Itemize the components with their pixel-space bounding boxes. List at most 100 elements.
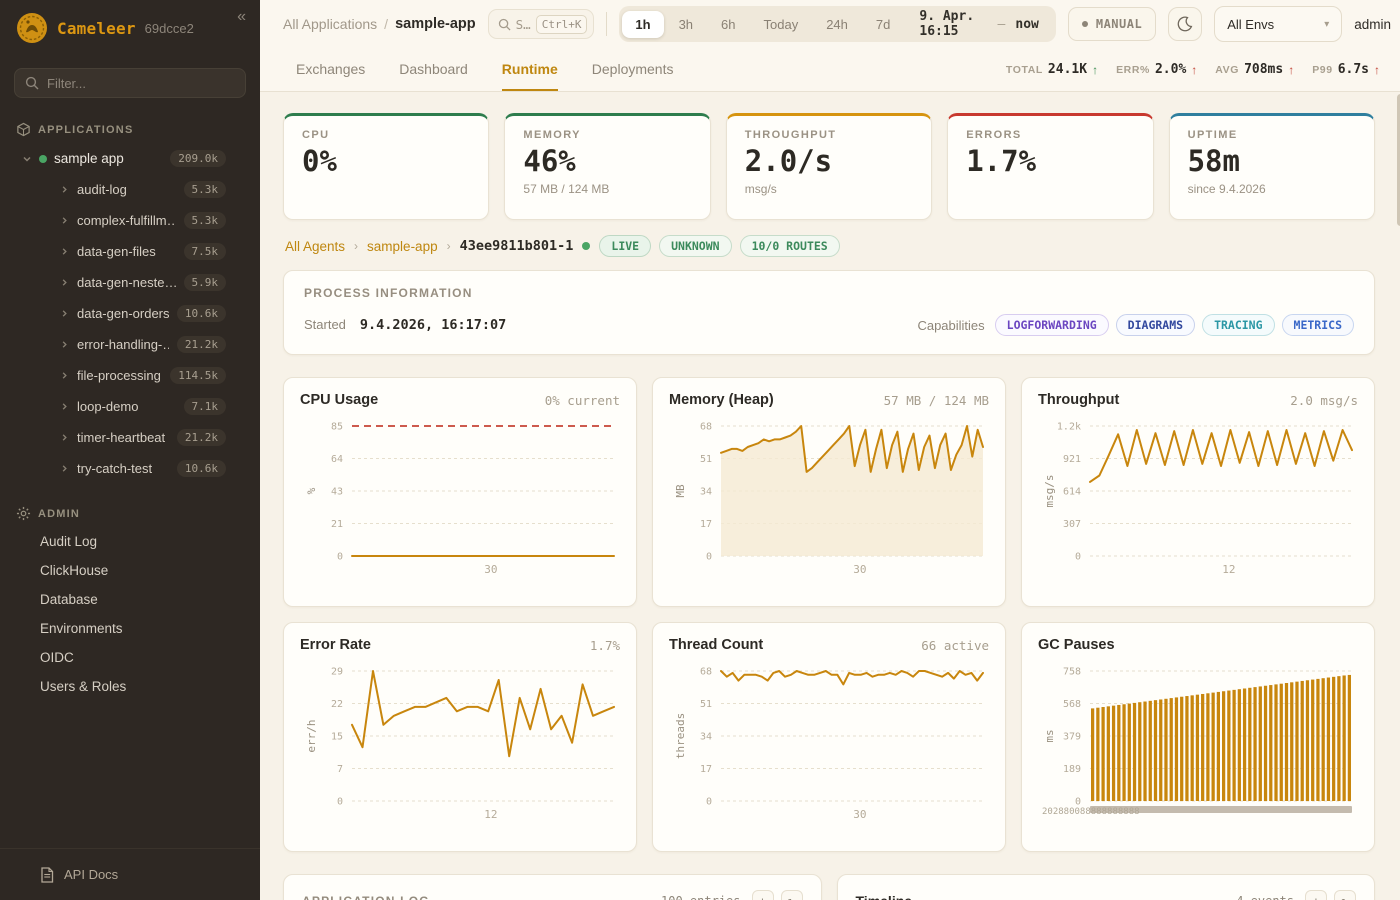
chart-title: CPU Usage	[300, 392, 379, 408]
sidebar-item-clickhouse[interactable]: ClickHouse	[40, 563, 109, 578]
sidebar-item-data-gen-files[interactable]: data-gen-files 7.5k	[0, 236, 260, 267]
refresh-icon[interactable]: ↻	[780, 890, 803, 900]
download-icon[interactable]: ↓	[751, 890, 774, 900]
sidebar-item-environments[interactable]: Environments	[40, 621, 123, 636]
time-range-24h[interactable]: 24h	[813, 11, 861, 38]
chart-card-memory-heap: Memory (Heap) 57 MB / 124 MB 68 51 34 17 0 MB 30	[652, 377, 1006, 607]
svg-text:%: %	[305, 487, 318, 494]
metric-label: MEMORY	[523, 129, 581, 141]
svg-text:758: 758	[1063, 667, 1081, 678]
chevron-right-icon	[60, 464, 69, 473]
stat-total: TOTAL 24.1K ↑	[1006, 62, 1098, 77]
chart-title: Error Rate	[300, 637, 371, 653]
tab-exchanges[interactable]: Exchanges	[296, 60, 366, 77]
log-entries-count: 100 entries	[661, 894, 740, 900]
time-range-today[interactable]: Today	[751, 11, 812, 38]
theme-toggle-button[interactable]	[1168, 7, 1203, 41]
svg-text:29: 29	[331, 667, 343, 678]
chevron-right-icon: ›	[354, 239, 359, 253]
count-badge: 5.3k	[183, 181, 226, 198]
sidebar-item-timer-heartbeat[interactable]: timer-heartbeat 21.2k	[0, 422, 260, 453]
sidebar-item-data-gen-neste[interactable]: data-gen-neste… 5.9k	[0, 267, 260, 298]
sidebar-item-loop-demo[interactable]: loop-demo 7.1k	[0, 391, 260, 422]
date-range-picker[interactable]: 9. Apr. 16:15 – now	[903, 9, 1052, 39]
tab-runtime[interactable]: Runtime	[501, 48, 558, 91]
trend-up-icon: ↑	[1092, 62, 1099, 77]
brand-version: 69dcce2	[144, 20, 194, 36]
metric-label: UPTIME	[1187, 129, 1238, 141]
sidebar-filter[interactable]	[14, 68, 246, 98]
sidebar-collapse-icon[interactable]: «	[237, 8, 246, 25]
sidebar-item-users-roles[interactable]: Users & Roles	[40, 679, 127, 694]
count-badge: 5.3k	[183, 212, 226, 229]
throughput-chart: 1.2k 921 614 307 0 msg/s 12	[1038, 412, 1358, 589]
time-range-7d[interactable]: 7d	[863, 11, 903, 38]
svg-text:85: 85	[331, 422, 343, 433]
sidebar-item-oidc[interactable]: OIDC	[40, 650, 74, 665]
sidebar-item-try-catch-test[interactable]: try-catch-test 10.6k	[0, 453, 260, 484]
tab-dashboard[interactable]: Dashboard	[399, 60, 468, 77]
metric-sub-value: msg/s	[744, 181, 777, 196]
status-badge-live: LIVE	[599, 235, 652, 257]
time-range-3h[interactable]: 3h	[666, 11, 706, 38]
scrollbar-thumb[interactable]	[1397, 94, 1400, 226]
trend-up-icon: ↑	[1374, 62, 1380, 77]
chart-title: GC Pauses	[1038, 637, 1115, 653]
capability-badges: LOGFORWARDING DIAGRAMS TRACING METRICS	[994, 314, 1354, 336]
environment-select[interactable]: All Envs ▾	[1214, 6, 1343, 42]
svg-text:12: 12	[484, 808, 497, 821]
timeline-events-count: 4 events	[1236, 894, 1294, 900]
metric-card-memory: MEMORY 46% 57 MB / 124 MB	[504, 113, 711, 220]
filter-input[interactable]	[47, 75, 235, 91]
svg-text:0: 0	[706, 797, 712, 808]
charts-grid: CPU Usage 0% current 85 64 43 21 0% 30 Memory (H…	[283, 377, 1375, 852]
manual-refresh-button[interactable]: MANUAL	[1067, 7, 1157, 41]
chevron-down-icon: ▾	[1324, 18, 1330, 30]
sidebar-item-label: data-gen-files	[77, 244, 156, 259]
sidebar-item-error-handling[interactable]: error-handling-… 21.2k	[0, 329, 260, 360]
chevron-right-icon	[60, 433, 69, 442]
capabilities-label: Capabilities	[917, 317, 985, 333]
svg-text:51: 51	[700, 454, 712, 465]
chevron-right-icon	[60, 247, 69, 256]
agent-live-dot	[582, 242, 591, 250]
sidebar-item-audit-log[interactable]: audit-log 5.3k	[0, 174, 260, 205]
time-range-6h[interactable]: 6h	[708, 11, 748, 38]
tab-deployments[interactable]: Deployments	[591, 60, 674, 77]
sidebar-item-audit-log[interactable]: Audit Log	[40, 534, 98, 549]
user-menu[interactable]: admin	[1354, 16, 1391, 32]
chevron-right-icon	[60, 216, 69, 225]
sidebar-item-file-processing[interactable]: file-processing 114.5k	[0, 360, 260, 391]
agent-app-link[interactable]: sample-app	[367, 238, 438, 254]
global-search[interactable]: S… Ctrl+K	[487, 9, 595, 39]
chevron-right-icon	[60, 278, 69, 287]
capability-badge-diagrams: DIAGRAMS	[1115, 314, 1196, 336]
search-icon	[498, 18, 511, 31]
cameleer-logo	[16, 12, 48, 44]
time-range-1h[interactable]: 1h	[622, 10, 664, 38]
breadcrumb-all-applications[interactable]: All Applications	[283, 16, 378, 32]
all-agents-link[interactable]: All Agents	[285, 238, 346, 254]
sidebar-item-sample-app[interactable]: sample app 209.0k	[0, 143, 260, 174]
sidebar-item-database[interactable]: Database	[40, 592, 98, 607]
sidebar-item-label: data-gen-orders	[77, 306, 169, 321]
thread-count-chart: 68 51 34 17 0 threads 30	[669, 657, 989, 834]
download-icon[interactable]: ↓	[1305, 890, 1327, 900]
brand-name: Cameleer	[57, 18, 136, 38]
metric-sub-value: since 9.4.2026	[1187, 181, 1266, 196]
stat-avg: AVG 708ms ↑	[1215, 62, 1294, 77]
svg-text:34: 34	[700, 732, 712, 743]
chart-title: Memory (Heap)	[669, 392, 774, 408]
sidebar-header: Cameleer 69dcce2 «	[0, 0, 260, 56]
sidebar-nav: APPLICATIONS sample app 209.0k audit-log…	[0, 104, 260, 848]
stat-label: P99	[1312, 63, 1333, 76]
sidebar-item-api-docs[interactable]: API Docs	[0, 848, 260, 900]
chart-current-value: 66 active	[921, 637, 989, 653]
timeline-card: Timeline 4 events ↓ ↻	[836, 874, 1375, 900]
svg-text:379: 379	[1063, 732, 1081, 743]
sidebar-item-data-gen-orders[interactable]: data-gen-orders 10.6k	[0, 298, 260, 329]
svg-text:ms: ms	[1043, 729, 1056, 742]
sidebar-item-complex-fulfillm[interactable]: complex-fulfillm… 5.3k	[0, 205, 260, 236]
environment-selected-value: All Envs	[1227, 16, 1275, 32]
refresh-icon[interactable]: ↻	[1334, 890, 1356, 900]
